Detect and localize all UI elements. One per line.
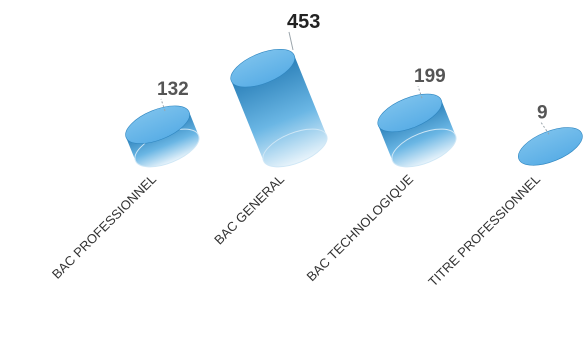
category-label-titre-professionnel: TITRE PROFESSIONNEL bbox=[425, 172, 543, 290]
bar-bac-general bbox=[230, 49, 328, 168]
bar-base-bac-general bbox=[262, 128, 328, 168]
bar-top-bac-general bbox=[230, 49, 296, 88]
leader-line-bac-general bbox=[288, 31, 294, 51]
bar-body-bac-technologique bbox=[378, 100, 457, 167]
value-label-bac-professionnel: 132 bbox=[157, 79, 189, 100]
bar-top-bac-professionnel bbox=[125, 105, 190, 144]
bar-top-titre-professionnel bbox=[518, 127, 583, 166]
category-labels-group: BAC PROFESSIONNEL BAC GENERAL BAC TECHNOLO… bbox=[49, 171, 543, 289]
value-label-bac-general: 453 bbox=[287, 11, 320, 33]
leader-line-titre-professionnel bbox=[540, 122, 550, 135]
bar-titre-professionnel bbox=[518, 127, 583, 166]
bar-base-bac-technologique bbox=[391, 128, 457, 168]
value-label-bac-technologique: 199 bbox=[414, 66, 446, 87]
bars-group: 132 453 199 9 bbox=[125, 11, 583, 168]
category-label-bac-professionnel: BAC PROFESSIONNEL bbox=[49, 172, 159, 282]
bar-bac-professionnel bbox=[125, 105, 200, 168]
bar-top-bac-technologique bbox=[377, 93, 443, 133]
category-label-bac-technologique: BAC TECHNOLOGIQUE bbox=[304, 171, 417, 284]
category-label-bac-general: BAC GENERAL bbox=[211, 172, 287, 248]
value-label-titre-professionnel: 9 bbox=[537, 102, 548, 123]
bar-bac-technologique bbox=[377, 93, 457, 168]
